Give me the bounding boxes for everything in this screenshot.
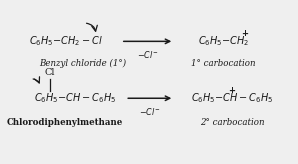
Text: $C_6H_5$$ - CH - $$C_6H_5$: $C_6H_5$$ - CH - $$C_6H_5$ <box>191 91 273 105</box>
Text: +: + <box>241 29 248 38</box>
Text: $- Cl^{-}$: $- Cl^{-}$ <box>139 106 160 117</box>
Text: $C_6H_5$$ - CH_2 - $$Cl$: $C_6H_5$$ - CH_2 - $$Cl$ <box>29 34 103 48</box>
Text: +: + <box>228 86 235 95</box>
Text: $C_6H_5$$ - CH - $$C_6H_5$: $C_6H_5$$ - CH - $$C_6H_5$ <box>34 91 116 105</box>
Text: $C_6H_5$$ - CH_2$: $C_6H_5$$ - CH_2$ <box>198 34 249 48</box>
Text: 2° carbocation: 2° carbocation <box>200 118 264 127</box>
Text: $- Cl^{-}$: $- Cl^{-}$ <box>137 49 158 60</box>
Text: 1° carbocation: 1° carbocation <box>191 59 255 68</box>
Text: Cl: Cl <box>44 68 55 77</box>
Text: Chlorodiphenylmethane: Chlorodiphenylmethane <box>7 118 123 127</box>
Text: Benzyl chloride (1°): Benzyl chloride (1°) <box>39 59 126 68</box>
